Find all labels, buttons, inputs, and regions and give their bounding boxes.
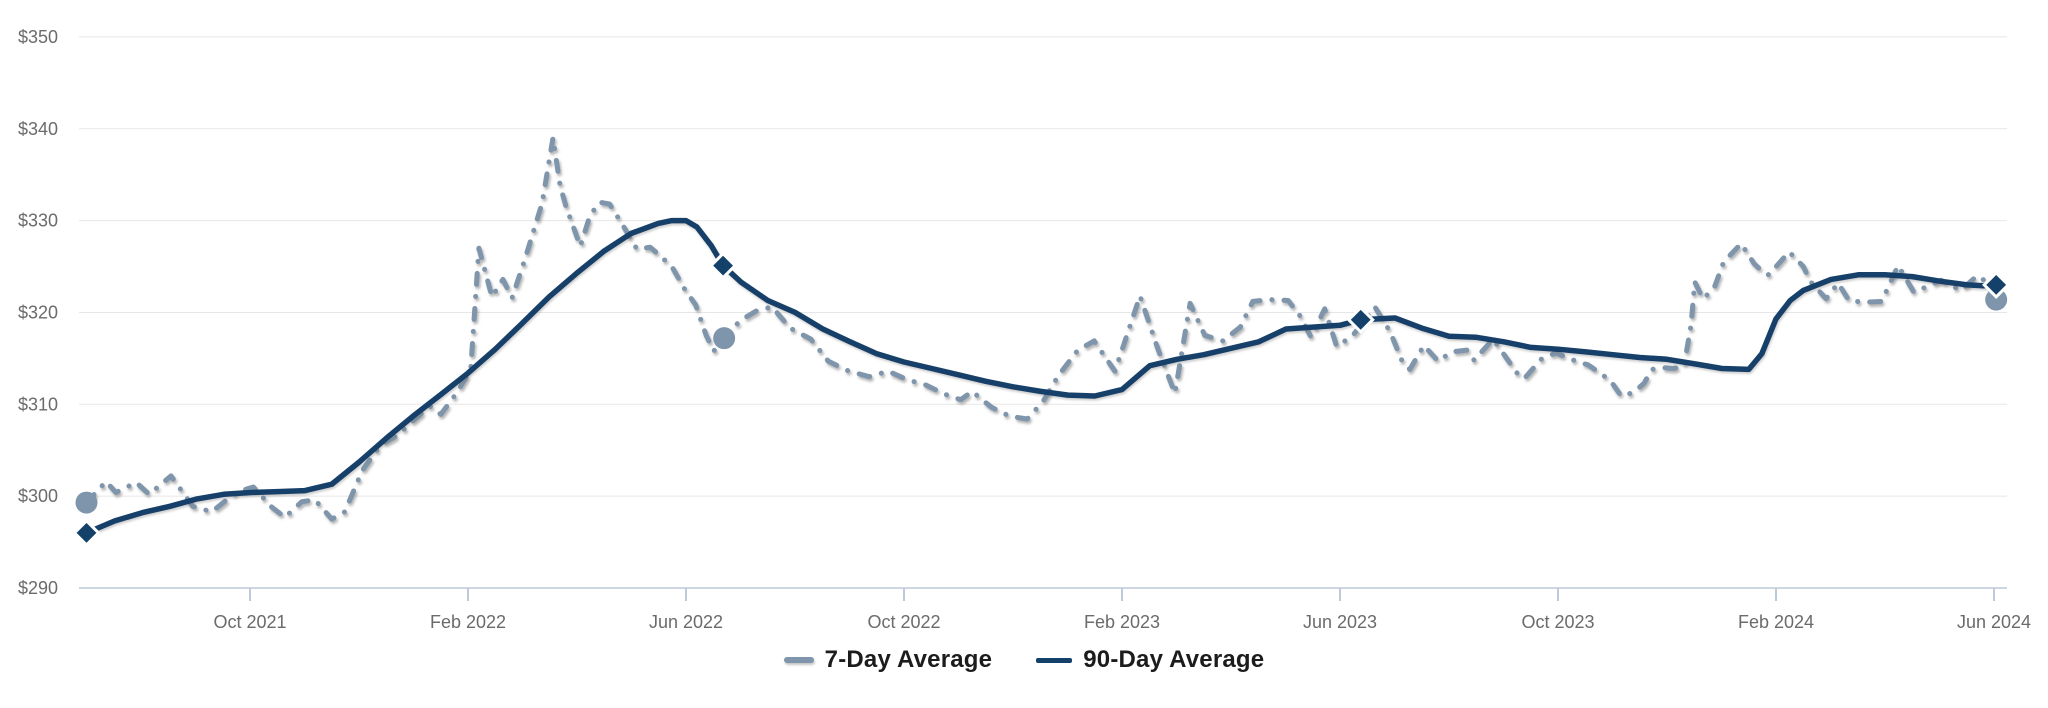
seven-day-marker-circle bbox=[713, 327, 736, 350]
seven-day-marker-circle bbox=[75, 491, 98, 514]
y-axis-label: $310 bbox=[18, 394, 58, 414]
y-axis-label: $330 bbox=[18, 211, 58, 231]
ninety-day-marker-diamond bbox=[1346, 305, 1375, 334]
ninety-day-marker-diamond bbox=[72, 518, 101, 548]
x-axis-label: Oct 2022 bbox=[867, 612, 940, 632]
x-axis-label: Feb 2022 bbox=[430, 612, 506, 632]
ninety-day-line-swatch bbox=[1036, 657, 1073, 663]
ninety-day-marker-diamond bbox=[708, 251, 738, 280]
seven-day-marker-circle bbox=[1985, 288, 2008, 311]
seven-day-legend-label: 7-Day Average bbox=[824, 646, 993, 673]
y-axis-label: $300 bbox=[18, 486, 58, 506]
seven-day-dash-swatch bbox=[783, 657, 814, 663]
y-axis-label: $350 bbox=[18, 27, 58, 47]
chart-legend: 7-Day Average 90-Day Average bbox=[0, 646, 2048, 674]
x-axis-label: Jun 2022 bbox=[649, 612, 723, 632]
ninety-day-legend-label: 90-Day Average bbox=[1083, 646, 1265, 673]
legend-item-90-day-average[interactable]: 90-Day Average bbox=[1036, 646, 1264, 674]
x-axis-label: Feb 2023 bbox=[1084, 612, 1160, 632]
x-axis-label: Oct 2023 bbox=[1521, 612, 1594, 632]
x-axis-label: Feb 2024 bbox=[1738, 612, 1814, 632]
y-axis-label: $320 bbox=[18, 302, 58, 322]
legend-item-7-day-average[interactable]: 7-Day Average bbox=[783, 646, 993, 674]
y-axis-label: $290 bbox=[18, 578, 58, 598]
ninety-day-average-line bbox=[83, 217, 1999, 536]
y-axis-label: $340 bbox=[18, 119, 58, 139]
x-axis-label: Jun 2023 bbox=[1303, 612, 1377, 632]
ninety-day-marker-diamond bbox=[1982, 270, 2011, 300]
x-axis-label: Jun 2024 bbox=[1957, 612, 2031, 632]
seven-day-average-line bbox=[84, 135, 1999, 522]
x-axis-label: Oct 2021 bbox=[213, 612, 286, 632]
